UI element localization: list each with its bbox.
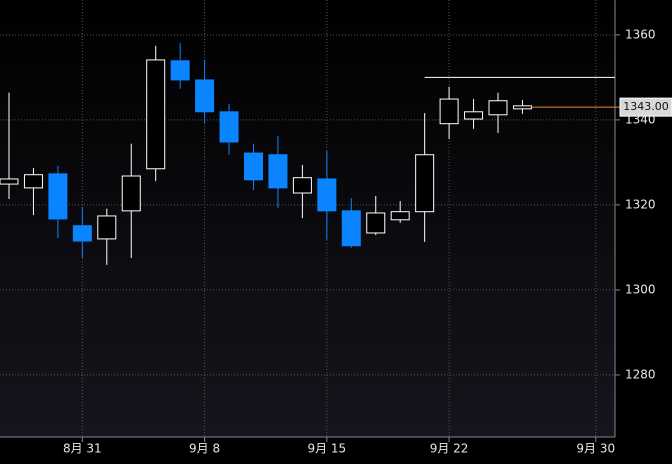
x-tick-label: 8月 31 xyxy=(63,442,102,456)
candle-body xyxy=(292,177,312,194)
x-axis-panel xyxy=(0,437,615,464)
y-tick-label: 1320 xyxy=(625,197,656,211)
candle-body xyxy=(97,215,117,240)
candle-body xyxy=(390,211,410,221)
last-price-box xyxy=(619,97,672,117)
candle-body xyxy=(23,174,43,189)
candle-body xyxy=(512,105,532,110)
plot-background xyxy=(0,0,615,437)
candle-body xyxy=(317,178,337,212)
y-tick-label: 1360 xyxy=(625,27,656,41)
last-price-label: 1343.00 xyxy=(623,100,669,113)
candle-body xyxy=(464,111,484,120)
candle-body xyxy=(488,100,508,116)
x-tick-label: 9月 22 xyxy=(430,442,469,456)
candle-body xyxy=(366,212,386,234)
axis-panel xyxy=(615,0,672,464)
candle-body xyxy=(72,225,92,242)
y-tick-label: 1280 xyxy=(625,367,656,381)
candle-body xyxy=(195,79,215,113)
candle-body xyxy=(439,98,459,125)
candle-body xyxy=(121,175,141,212)
candle-body xyxy=(244,152,263,181)
candle-body xyxy=(48,173,68,220)
candle-body xyxy=(415,154,435,213)
candle-body xyxy=(146,59,166,170)
candle-body xyxy=(219,111,239,143)
x-tick-label: 9月 30 xyxy=(576,442,615,456)
candle-body xyxy=(268,154,288,189)
candle-body xyxy=(341,210,361,247)
x-tick-label: 9月 8 xyxy=(189,442,220,456)
candle-body xyxy=(0,178,19,185)
candle-body xyxy=(170,60,190,81)
x-tick-label: 9月 15 xyxy=(307,442,346,456)
y-tick-label: 1300 xyxy=(625,282,656,296)
